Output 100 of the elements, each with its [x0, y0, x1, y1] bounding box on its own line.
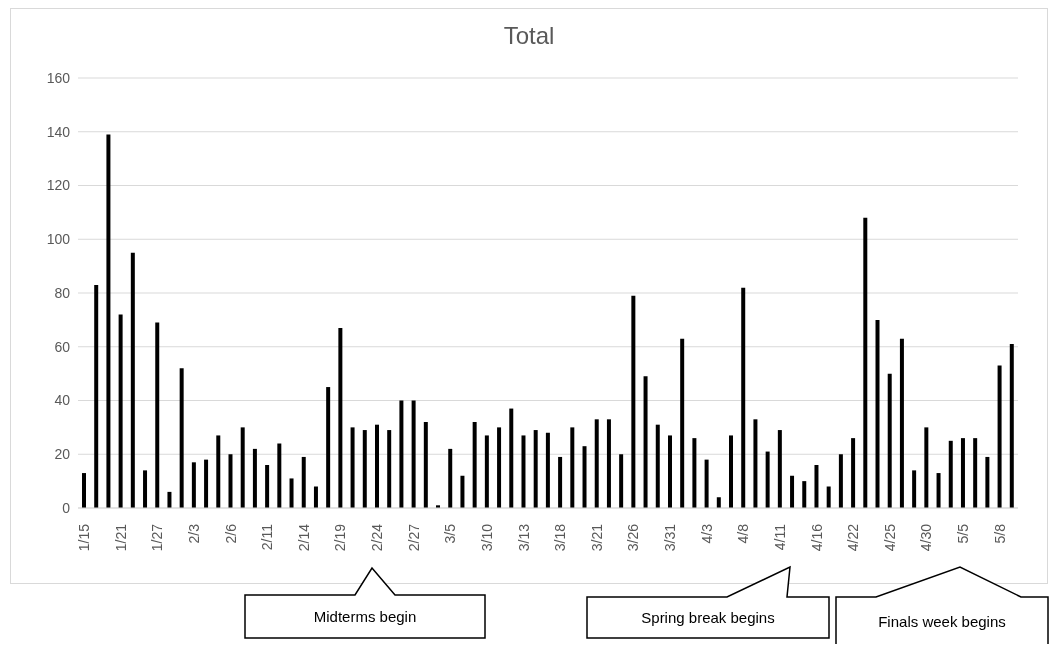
bar: [82, 473, 86, 508]
bar: [814, 465, 819, 508]
bar: [655, 424, 660, 508]
y-tick-label: 80: [54, 284, 71, 301]
bar: [570, 427, 575, 508]
bar: [399, 400, 404, 508]
bar: [179, 368, 184, 508]
bar: [106, 134, 111, 508]
text: Midterms begin: [312, 607, 418, 627]
bar: [851, 438, 856, 508]
bar: [191, 462, 196, 508]
bar: [887, 373, 892, 508]
y-tick-label: 140: [46, 123, 71, 140]
bar: [509, 408, 514, 508]
bar: [94, 284, 99, 508]
bar: [765, 451, 770, 508]
bar: [204, 459, 209, 508]
bar: [240, 427, 245, 508]
y-tick-label: 60: [54, 338, 71, 355]
bar: [753, 419, 758, 508]
bar: [960, 438, 965, 508]
bar: [680, 338, 685, 508]
bar: [692, 438, 697, 508]
x-tick-label: 1/27: [149, 523, 166, 552]
bar: [973, 438, 978, 508]
x-tick-label: 2/3: [185, 523, 202, 544]
bar: [484, 435, 489, 508]
bar: [716, 497, 721, 508]
x-tick-label: 4/22: [845, 523, 862, 552]
bar: [228, 454, 233, 508]
bar: [643, 376, 648, 508]
bar: [313, 486, 318, 508]
bar: [704, 459, 709, 508]
x-tick-label: 5/5: [955, 523, 972, 544]
bar: [838, 454, 843, 508]
x-tick-label: 1/15: [76, 523, 93, 552]
x-tick-label: 3/5: [442, 523, 459, 544]
x-tick-label: 4/11: [771, 523, 788, 551]
bar: [521, 435, 526, 508]
bar: [118, 314, 123, 508]
bar: [533, 430, 538, 508]
bar: [558, 456, 563, 508]
bar: [997, 365, 1002, 508]
bar: [252, 448, 257, 508]
bar: [899, 338, 904, 508]
bar: [265, 465, 270, 508]
x-tick-label: 4/3: [698, 523, 715, 544]
bar: [924, 427, 929, 508]
bar: [802, 481, 807, 508]
bar: [326, 387, 331, 508]
bar: [362, 430, 367, 508]
x-tick-label: 5/8: [991, 523, 1008, 544]
bar: [741, 287, 746, 508]
bar: [619, 454, 624, 508]
bar: [289, 478, 294, 508]
x-tick-label: 3/10: [478, 523, 495, 552]
bar: [155, 322, 160, 508]
bar: [216, 435, 221, 508]
bar: [777, 430, 782, 508]
bar: [667, 435, 672, 508]
bar: [912, 470, 917, 508]
x-tick-label: 3/26: [625, 523, 642, 552]
x-tick-label: 2/14: [295, 523, 312, 552]
bar: [387, 430, 392, 508]
x-tick-label: 2/19: [332, 523, 349, 552]
chart-title: Total: [502, 22, 556, 50]
bar: [374, 424, 379, 508]
x-tick-label: 4/16: [808, 523, 825, 552]
bar: [863, 217, 868, 508]
bar: [985, 456, 990, 508]
y-tick-label: 120: [46, 177, 71, 194]
bar: [875, 319, 880, 508]
y-tick-label: 20: [54, 446, 71, 463]
x-tick-label: 2/6: [222, 523, 239, 544]
bar: [167, 491, 172, 508]
bar: [582, 446, 587, 508]
x-tick-label: 3/31: [662, 523, 679, 552]
text: Spring break begins: [640, 608, 776, 628]
bar: [826, 486, 831, 508]
bar: [143, 470, 148, 508]
bar: [350, 427, 355, 508]
bar: [277, 443, 282, 508]
x-tick-label: 2/27: [405, 523, 422, 552]
bar: [545, 432, 550, 508]
bar: [472, 422, 477, 508]
x-tick-label: 3/21: [588, 523, 605, 552]
x-tick-label: 4/8: [735, 523, 752, 544]
y-tick-label: 160: [46, 69, 71, 86]
x-tick-label: 2/11: [259, 523, 276, 551]
bar: [790, 475, 795, 508]
bar: [936, 473, 941, 508]
bar: [497, 427, 502, 508]
bar: [1009, 344, 1014, 508]
x-tick-label: 3/18: [552, 523, 569, 552]
bar: [460, 475, 465, 508]
bar: [448, 448, 453, 508]
bar: [631, 295, 636, 508]
y-tick-label: 100: [46, 231, 71, 248]
bar: [594, 419, 599, 508]
y-tick-label: 40: [54, 392, 71, 409]
